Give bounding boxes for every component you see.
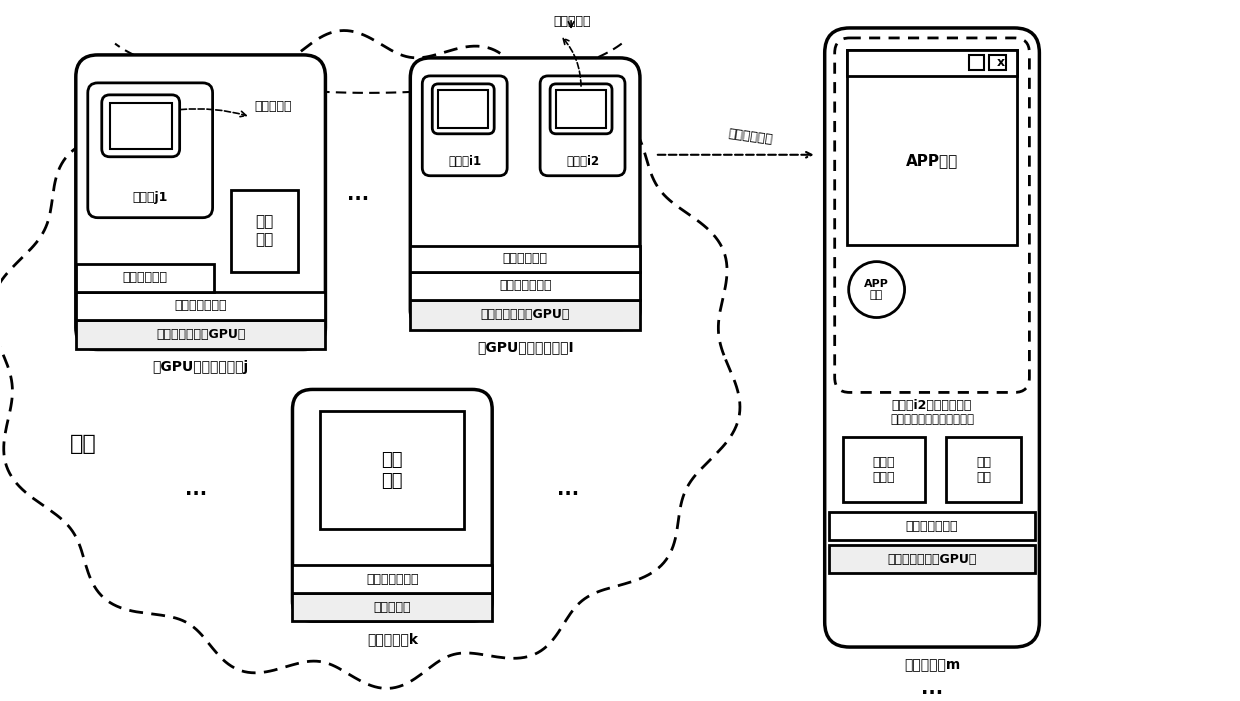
Bar [110,103,171,149]
Text: 硬件设备等（含GPU）: 硬件设备等（含GPU） [888,552,977,566]
Bar [410,245,640,271]
Bar [76,320,325,350]
FancyBboxPatch shape [88,83,212,218]
Bar [293,565,492,593]
Bar [320,411,464,529]
Bar [76,292,325,320]
Text: 调度服务器k: 调度服务器k [367,632,418,646]
Text: 虚拟机管理器: 虚拟机管理器 [502,252,548,265]
Text: 调度
模块: 调度 模块 [382,451,403,490]
Bar [970,55,985,70]
Text: 硬件设备等（无GPU）: 硬件设备等（无GPU） [480,308,570,321]
Bar [293,593,492,621]
FancyBboxPatch shape [541,76,625,176]
FancyBboxPatch shape [293,390,492,621]
FancyBboxPatch shape [551,84,613,134]
Text: 带GPU的计算服务器j: 带GPU的计算服务器j [153,360,249,374]
Text: 虚拟机j1: 虚拟机j1 [133,191,167,204]
Bar [556,90,606,128]
Text: ...: ... [347,185,370,204]
Bar [946,437,1022,502]
Text: 操作系统及驱动: 操作系统及驱动 [498,279,552,292]
FancyBboxPatch shape [433,84,495,134]
Text: 云端: 云端 [69,435,97,454]
Text: x: x [997,56,1004,69]
FancyBboxPatch shape [410,58,640,329]
Text: APP窗口: APP窗口 [906,153,959,168]
FancyBboxPatch shape [825,28,1039,647]
Bar [843,437,925,502]
FancyBboxPatch shape [102,95,180,157]
Text: 虚拟机i1: 虚拟机i1 [448,155,481,168]
Text: 无GPU的计算服务器I: 无GPU的计算服务器I [477,341,573,355]
Text: 服务
模块: 服务 模块 [255,215,274,247]
Text: 硬件设备等（含GPU）: 硬件设备等（含GPU） [156,328,246,341]
Text: ...: ... [921,679,944,698]
Text: 窗口管
理模块: 窗口管 理模块 [873,456,895,484]
Bar [438,90,489,128]
FancyBboxPatch shape [423,76,507,176]
Bar [76,264,213,292]
Text: 虚拟机管理器: 虚拟机管理器 [123,271,167,284]
Text: 操作系统及驱动: 操作系统及驱动 [905,519,959,533]
Text: ...: ... [557,479,579,499]
FancyBboxPatch shape [835,38,1029,393]
Bar [410,271,640,299]
Text: （通过远程连接软件连接）: （通过远程连接软件连接） [890,413,975,426]
Bar [410,299,640,329]
Text: 终端计算机m: 终端计算机m [904,658,960,672]
Text: 虚拟机i2桌面（全屏）: 虚拟机i2桌面（全屏） [892,399,972,412]
Bar [828,512,1035,540]
Text: 虚拟机i2: 虚拟机i2 [565,155,599,168]
Text: 操作系统及驱动: 操作系统及驱动 [175,299,227,312]
Bar [990,55,1007,70]
Bar [828,545,1035,573]
Bar [847,50,1017,245]
Text: 操作系统及驱动: 操作系统及驱动 [366,573,419,585]
Bar [231,190,299,271]
Text: 重定向模块: 重定向模块 [254,100,293,114]
Text: APP
图标: APP 图标 [864,279,889,300]
FancyBboxPatch shape [76,55,325,350]
Text: 远程桌面协议: 远程桌面协议 [728,127,774,147]
Text: ...: ... [185,479,207,499]
Text: 服务
模块: 服务 模块 [976,456,991,484]
Text: 硬件设备等: 硬件设备等 [373,601,412,613]
Text: 重定向模块: 重定向模块 [553,15,590,29]
Bar [847,50,1017,76]
